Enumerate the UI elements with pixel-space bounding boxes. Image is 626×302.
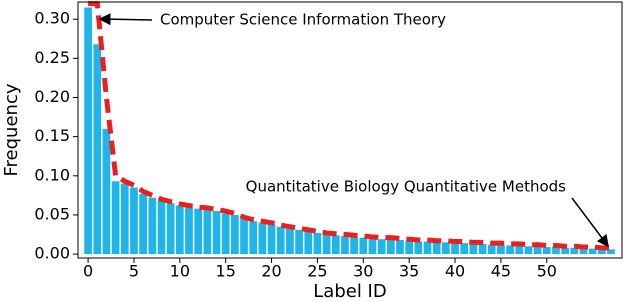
bar — [276, 226, 285, 255]
bar — [607, 249, 615, 255]
x-tick-label: 50 — [537, 262, 557, 281]
y-tick-label: 0.05 — [34, 204, 70, 223]
bar — [350, 236, 358, 255]
bar — [84, 7, 92, 255]
bar — [249, 221, 258, 255]
y-tick-label: 0.00 — [34, 244, 70, 263]
bar — [102, 128, 111, 255]
bar — [451, 243, 459, 255]
bar — [148, 197, 157, 255]
bar — [542, 247, 551, 255]
bar — [570, 247, 579, 255]
x-tick-label: 15 — [216, 262, 236, 281]
y-tick-label: 0.10 — [34, 165, 70, 184]
bar — [515, 245, 524, 255]
bar — [588, 248, 597, 255]
x-axis-label: Label ID — [313, 281, 386, 302]
bar — [212, 211, 221, 255]
bar — [414, 241, 423, 255]
bar — [506, 245, 514, 255]
bar — [386, 239, 395, 255]
bar — [396, 239, 404, 255]
dashed-line — [88, 1, 611, 251]
x-tick-label: 25 — [307, 262, 327, 281]
bar — [423, 241, 432, 255]
bar — [331, 235, 340, 255]
x-tick-label: 35 — [399, 262, 419, 281]
bar — [313, 232, 322, 255]
bar — [175, 205, 184, 255]
x-tick-label: 0 — [83, 262, 93, 281]
y-axis-label: Frequency — [1, 83, 22, 176]
bar — [359, 237, 368, 255]
bar — [561, 247, 569, 255]
y-tick-label: 0.15 — [34, 126, 70, 145]
bar — [497, 244, 505, 255]
bar — [240, 218, 248, 255]
bar — [469, 243, 478, 255]
bar — [130, 187, 138, 255]
bar — [341, 236, 349, 255]
bar — [120, 183, 129, 255]
bar — [579, 248, 588, 255]
plot-frame — [77, 1, 623, 259]
bar — [478, 243, 487, 255]
bar — [552, 247, 560, 255]
bar — [203, 209, 212, 255]
bar — [139, 193, 147, 255]
x-tick-label: 5 — [129, 262, 139, 281]
bar — [194, 208, 203, 255]
bar — [267, 224, 276, 255]
bar — [286, 228, 294, 255]
x-tick-label: 20 — [261, 262, 281, 281]
bar — [295, 229, 303, 255]
bar — [368, 238, 377, 255]
x-tick-label: 40 — [445, 262, 465, 281]
bar — [166, 203, 175, 255]
bar — [405, 240, 414, 255]
annotation-arrow — [98, 13, 153, 26]
bar — [377, 239, 386, 255]
annotation: Quantitative Biology Quantitative Method… — [246, 178, 567, 196]
x-tick-label: 30 — [353, 262, 373, 281]
bar — [487, 244, 496, 255]
bar — [231, 214, 239, 255]
bar — [460, 243, 469, 255]
bar — [524, 246, 533, 255]
y-tick-label: 0.25 — [34, 48, 70, 67]
y-tick-label: 0.20 — [34, 87, 70, 106]
bar — [304, 231, 313, 255]
y-tick-label: 0.30 — [34, 9, 70, 28]
bar — [111, 181, 120, 255]
bar — [533, 246, 542, 255]
bar — [322, 234, 331, 255]
bar — [597, 249, 606, 255]
bar — [221, 213, 230, 255]
bar — [258, 222, 267, 255]
x-tick-label: 10 — [170, 262, 190, 281]
bar — [93, 44, 102, 255]
annotation: Computer Science Information Theory — [160, 11, 446, 29]
bar — [442, 242, 450, 255]
bar — [185, 207, 193, 255]
bar — [432, 242, 441, 255]
x-tick-label: 45 — [491, 262, 511, 281]
bar — [157, 200, 166, 255]
annotation-arrow — [571, 197, 609, 248]
